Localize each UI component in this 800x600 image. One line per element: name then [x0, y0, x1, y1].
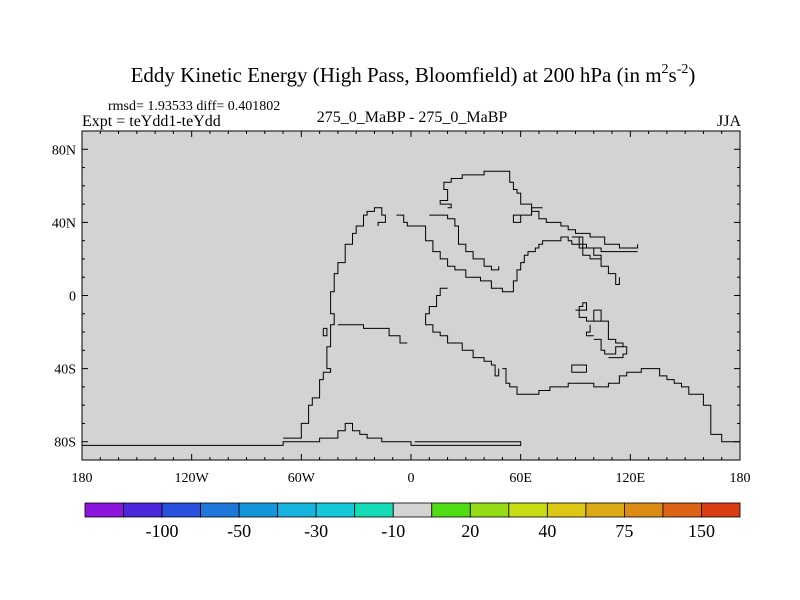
colorbar-box [508, 502, 548, 518]
x-tick-label: 180 [72, 471, 93, 486]
coastline-segment [337, 324, 408, 344]
coastline-segment [498, 236, 638, 293]
y-axis: 80N 40N 0 40S 80S [52, 130, 740, 461]
coastline-segment [579, 236, 602, 259]
colorbar-label: -50 [227, 521, 251, 541]
colorbar-label: 20 [461, 521, 479, 541]
colorbar-label: 75 [615, 521, 633, 541]
coastline-segment [586, 324, 594, 337]
coastline-segment [439, 170, 639, 249]
stats-label: rmsd= 1.93533 diff= 0.401802 [108, 99, 280, 114]
experiment-label: Expt = teYdd1-teYdd [82, 113, 221, 130]
map-plot-area: 180 120W 60W 0 60E 120E 180 80N 40N 0 40S 80S [52, 130, 751, 486]
colorbar-box [123, 502, 163, 518]
colorbar-box [546, 502, 587, 518]
coastline-segment [82, 422, 522, 446]
chart-subtitle: 275_0_MaBP - 275_0_MaBP [317, 109, 508, 126]
colorbar-box [392, 502, 433, 518]
colorbar-box [354, 502, 394, 518]
map-fill [82, 131, 740, 460]
colorbar-box [431, 502, 471, 518]
coastline-segment [593, 309, 624, 355]
coastline-segment [322, 327, 328, 337]
coastline-segment [512, 207, 543, 223]
x-tick-label: 0 [408, 471, 415, 486]
x-tick-label: 60W [288, 471, 316, 486]
colorbar-box [84, 502, 124, 518]
season-label: JJA [717, 113, 741, 130]
colorbar-box [701, 502, 741, 518]
colorbar-box [200, 502, 240, 518]
y-tick-label: 40N [52, 216, 76, 231]
colorbar: -100 -50 -30 -10 20 40 75 150 [84, 502, 741, 541]
y-tick-label: 0 [69, 290, 76, 305]
colorbar-box [238, 502, 279, 518]
coastline-segment [608, 346, 628, 359]
coastline-segment [429, 214, 500, 271]
colorbar-box [277, 502, 317, 518]
x-tick-label: 180 [730, 471, 751, 486]
coastline-segment [593, 310, 602, 322]
colorbar-box [662, 502, 702, 518]
x-axis: 180 120W 60W 0 60E 120E 180 [72, 131, 751, 486]
y-tick-label: 40S [54, 363, 76, 378]
y-tick-label: 80S [54, 436, 76, 451]
colorbar-box [161, 502, 201, 518]
coastline-segment [502, 368, 740, 443]
x-tick-label: 120W [175, 471, 210, 486]
coastline-segment [396, 214, 499, 289]
x-tick-label: 120E [616, 471, 646, 486]
x-tick-label: 60E [509, 471, 532, 486]
chart-title: Eddy Kinetic Energy (High Pass, Bloomfie… [131, 62, 696, 87]
colorbar-box [469, 502, 510, 518]
colorbar-box [624, 502, 664, 518]
colorbar-label: 40 [538, 521, 556, 541]
colorbar-box [585, 502, 625, 518]
coastline-segment [425, 287, 500, 377]
coastline-segment [283, 207, 386, 439]
colorbar-label: -10 [381, 521, 405, 541]
colorbar-label: -30 [304, 521, 328, 541]
coastline-segment [571, 364, 587, 373]
colorbar-box [315, 502, 356, 518]
coastline-segment [575, 302, 594, 322]
y-tick-label: 80N [52, 143, 76, 158]
colorbar-label: 150 [688, 521, 715, 541]
coastlines [82, 170, 740, 460]
colorbar-label: -100 [146, 521, 179, 541]
